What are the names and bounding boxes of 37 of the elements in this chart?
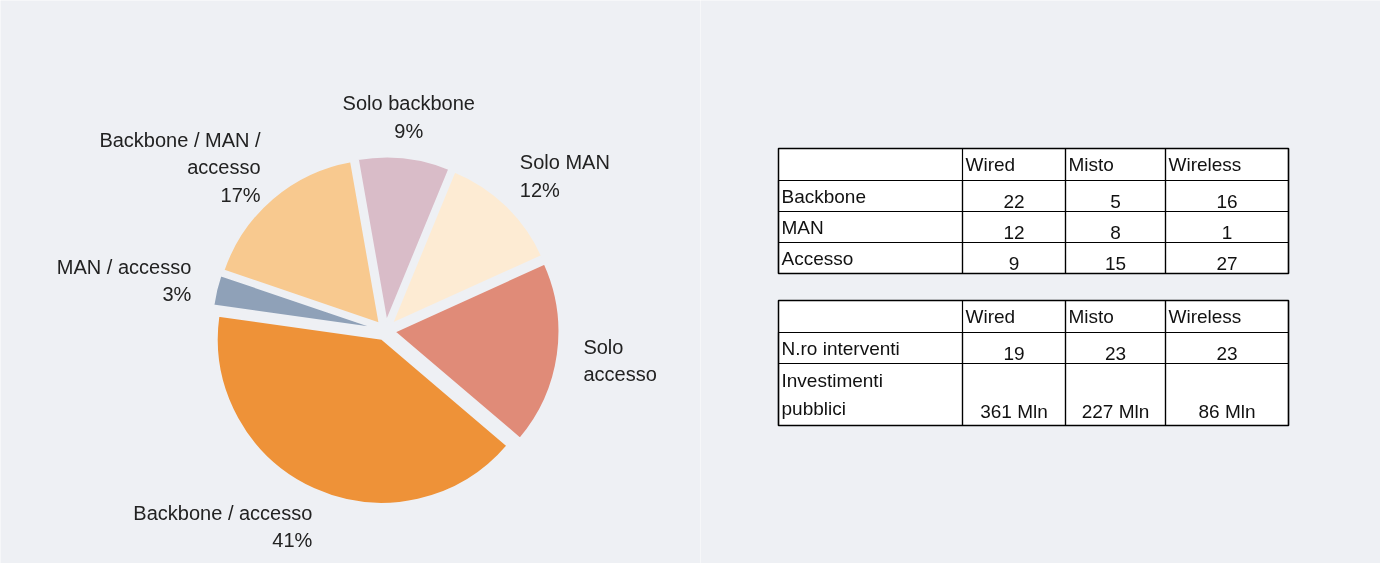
text: 1	[1221, 221, 1233, 243]
text: 22	[1003, 190, 1025, 212]
text: 23	[1216, 342, 1238, 364]
slice-label: Solo backbone	[342, 92, 475, 115]
category-label: Wired	[965, 306, 1016, 327]
text: 86 Mln	[1198, 400, 1256, 422]
text: 5	[1110, 190, 1121, 212]
text: 361 Mln	[980, 400, 1048, 422]
slice-label: Solo MAN	[519, 151, 610, 174]
text: 27	[1216, 252, 1238, 274]
category-label: Misto	[1068, 154, 1114, 175]
text: 16	[1216, 190, 1238, 212]
text: 23	[1104, 342, 1127, 364]
category-label: MAN	[781, 216, 824, 238]
category-label: Backbone	[781, 185, 867, 207]
data-label: 9%	[394, 119, 424, 142]
data-label: 41%	[272, 529, 313, 552]
text: 12	[1003, 221, 1025, 243]
text: 15	[1104, 252, 1127, 274]
data-label: 17%	[220, 183, 261, 206]
category-label: Accesso	[781, 247, 854, 269]
slice-label: Solo accesso	[583, 335, 657, 386]
data-label: 12%	[519, 178, 561, 201]
slice-label: MAN / accesso	[56, 255, 192, 278]
data-label: 3%	[162, 283, 192, 306]
slice-label: Backbone / accesso	[133, 501, 313, 524]
slice-label: Backbone / MAN / accesso	[99, 128, 262, 179]
text: 227 Mln	[1081, 400, 1150, 422]
category-label: Wireless	[1168, 154, 1242, 175]
category-label: N.ro interventi	[781, 337, 900, 359]
category-label: Wired	[965, 154, 1016, 175]
category-label: Misto	[1068, 306, 1114, 327]
text: 19	[1003, 342, 1025, 364]
category-label: Investimenti pubblici	[781, 370, 883, 419]
text: 9	[1008, 252, 1020, 274]
text: 8	[1110, 221, 1121, 243]
category-label: Wireless	[1168, 306, 1242, 327]
